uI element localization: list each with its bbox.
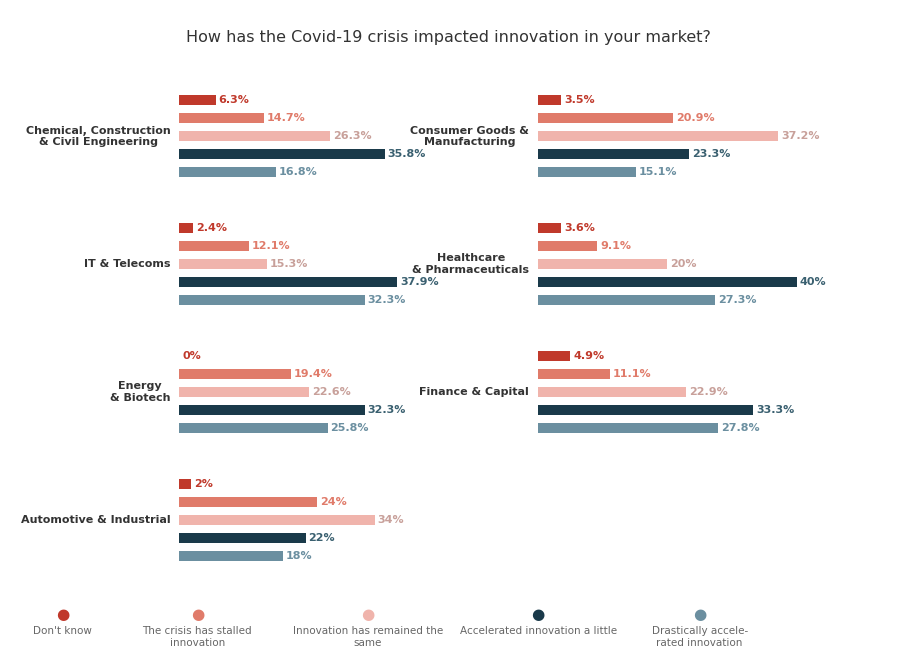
Text: 25.8%: 25.8%	[330, 423, 369, 433]
Text: Finance & Capital: Finance & Capital	[420, 387, 529, 397]
Text: The crisis has stalled
innovation: The crisis has stalled innovation	[143, 626, 252, 648]
Text: 22%: 22%	[309, 533, 335, 542]
Bar	[538, 351, 570, 361]
Text: Drastically accele-
rated innovation: Drastically accele- rated innovation	[651, 626, 748, 648]
Bar	[179, 96, 215, 105]
Text: 16.8%: 16.8%	[279, 167, 318, 177]
Text: 2%: 2%	[194, 479, 213, 489]
Bar	[538, 223, 562, 233]
Bar	[179, 405, 365, 415]
Text: 37.2%: 37.2%	[781, 131, 820, 141]
Bar	[179, 149, 385, 159]
Text: Healthcare
& Pharmaceuticals: Healthcare & Pharmaceuticals	[413, 254, 529, 275]
Text: Innovation has remained the
same: Innovation has remained the same	[292, 626, 443, 648]
Bar	[538, 114, 673, 124]
Text: Accelerated innovation a little: Accelerated innovation a little	[459, 626, 617, 636]
Text: ●: ●	[57, 607, 69, 622]
Bar	[538, 259, 667, 269]
Text: IT & Telecoms: IT & Telecoms	[84, 259, 170, 269]
Text: 3.6%: 3.6%	[565, 223, 596, 233]
Bar	[538, 423, 718, 433]
Text: 35.8%: 35.8%	[388, 149, 426, 159]
Text: ●: ●	[361, 607, 374, 622]
Bar	[538, 167, 636, 177]
Text: 9.1%: 9.1%	[600, 241, 631, 251]
Text: 33.3%: 33.3%	[756, 405, 795, 415]
Text: 14.7%: 14.7%	[266, 114, 305, 124]
Text: How has the Covid-19 crisis impacted innovation in your market?: How has the Covid-19 crisis impacted inn…	[186, 30, 711, 45]
Text: 11.1%: 11.1%	[614, 369, 652, 379]
Text: 24%: 24%	[320, 497, 347, 507]
Text: 40%: 40%	[800, 277, 826, 287]
Text: 18%: 18%	[285, 551, 312, 561]
Text: 6.3%: 6.3%	[219, 96, 249, 106]
Text: 15.1%: 15.1%	[639, 167, 677, 177]
Text: Consumer Goods &
Manufacturing: Consumer Goods & Manufacturing	[410, 125, 529, 147]
Text: ●: ●	[191, 607, 204, 622]
Bar	[538, 405, 753, 415]
Bar	[538, 131, 779, 141]
Bar	[179, 369, 291, 379]
Text: 26.3%: 26.3%	[334, 131, 372, 141]
Bar	[179, 533, 306, 542]
Bar	[179, 423, 327, 433]
Text: ●: ●	[693, 607, 706, 622]
Bar	[179, 295, 365, 305]
Text: 4.9%: 4.9%	[573, 351, 605, 361]
Text: 32.3%: 32.3%	[368, 295, 406, 305]
Bar	[179, 131, 330, 141]
Bar	[538, 149, 689, 159]
Bar	[538, 241, 597, 251]
Text: 27.3%: 27.3%	[718, 295, 756, 305]
Text: 12.1%: 12.1%	[252, 241, 291, 251]
Text: 19.4%: 19.4%	[293, 369, 333, 379]
Bar	[538, 369, 610, 379]
Text: ●: ●	[532, 607, 544, 622]
Text: Automotive & Industrial: Automotive & Industrial	[21, 515, 170, 525]
Bar	[538, 387, 686, 397]
Bar	[538, 96, 561, 105]
Bar	[179, 167, 276, 177]
Bar	[179, 515, 375, 525]
Text: 34%: 34%	[378, 515, 404, 525]
Bar	[538, 295, 715, 305]
Text: 0%: 0%	[182, 351, 201, 361]
Bar	[538, 277, 797, 287]
Bar	[179, 387, 309, 397]
Text: 27.8%: 27.8%	[721, 423, 760, 433]
Text: 2.4%: 2.4%	[196, 223, 227, 233]
Text: Chemical, Construction
& Civil Engineering: Chemical, Construction & Civil Engineeri…	[26, 125, 170, 147]
Text: 20.9%: 20.9%	[676, 114, 715, 124]
Text: 22.9%: 22.9%	[689, 387, 728, 397]
Bar	[179, 551, 283, 561]
Bar	[179, 497, 318, 507]
Bar	[179, 259, 267, 269]
Text: Don't know: Don't know	[33, 626, 92, 636]
Text: 3.5%: 3.5%	[564, 96, 595, 106]
Bar	[179, 277, 397, 287]
Text: Energy
& Biotech: Energy & Biotech	[110, 381, 170, 403]
Bar	[179, 223, 193, 233]
Bar	[179, 241, 248, 251]
Text: 15.3%: 15.3%	[270, 259, 309, 269]
Bar	[179, 114, 264, 124]
Text: 23.3%: 23.3%	[692, 149, 730, 159]
Text: 37.9%: 37.9%	[400, 277, 439, 287]
Text: 22.6%: 22.6%	[312, 387, 351, 397]
Bar	[179, 479, 191, 489]
Text: 32.3%: 32.3%	[368, 405, 406, 415]
Text: 20%: 20%	[671, 259, 697, 269]
